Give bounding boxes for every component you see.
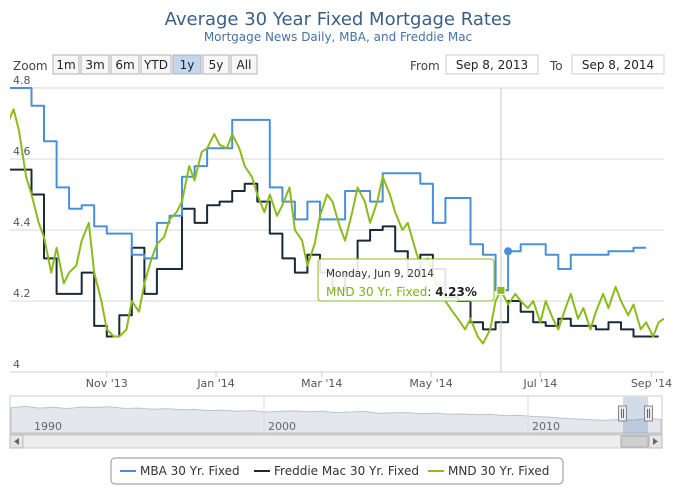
legend-item-freddie-mac-30-yr-fixed[interactable]: Freddie Mac 30 Yr. Fixed [254, 464, 419, 478]
x-tick-label: Sep '14 [631, 377, 672, 390]
x-tick-label: Jan '14 [196, 377, 234, 390]
navigator-handle-left[interactable] [618, 405, 627, 422]
zoom-button-label: YTD [143, 58, 168, 72]
x-tick-label: Mar '14 [301, 377, 342, 390]
tooltip: Monday, Jun 9, 2014 MND 30 Yr. Fixed: 4.… [317, 258, 495, 302]
y-tick-label: 4.8 [13, 74, 31, 87]
y-tick-label: 4.2 [13, 287, 31, 300]
x-axis: Nov '13 Jan '14 Mar '14 May '14 Jul '14 Sep '… [86, 372, 672, 390]
range-to-value: Sep 8, 2014 [582, 58, 654, 72]
hover-marker-mnd [496, 285, 506, 295]
navigator-year-label: 2000 [268, 420, 296, 433]
legend-item-mba-30-yr-fixed[interactable]: MBA 30 Yr. Fixed [120, 464, 240, 478]
legend: MBA 30 Yr. Fixed Freddie Mac 30 Yr. Fixed… [110, 457, 564, 485]
zoom-button-1y[interactable]: 1y [172, 54, 202, 75]
range-to-input[interactable]: Sep 8, 2014 [571, 54, 665, 75]
scrollbar[interactable] [9, 434, 663, 449]
zoom-button-label: 3m [85, 58, 104, 72]
zoom-button-3m[interactable]: 3m [80, 54, 110, 75]
x-tick-label: May '14 [409, 377, 452, 390]
tooltip-series: MND 30 Yr. Fixed [326, 285, 427, 299]
arrow-left-icon [14, 438, 19, 445]
series-line-mba-30-yr-fixed [10, 87, 647, 292]
tooltip-value: 4.23% [435, 285, 477, 299]
zoom-button-ytd[interactable]: YTD [140, 54, 172, 75]
legend-item-mnd-30-yr-fixed[interactable]: MND 30 Yr. Fixed [428, 464, 549, 478]
svg-text:MND 30 Yr. Fixed: 4.23%: MND 30 Yr. Fixed: 4.23% [326, 285, 477, 299]
legend-label: Freddie Mac 30 Yr. Fixed [274, 464, 419, 478]
legend-label: MND 30 Yr. Fixed [448, 464, 549, 478]
zoom-button-all[interactable]: All [230, 54, 258, 75]
y-tick-label: 4.4 [13, 216, 31, 229]
range-to-label: To [549, 59, 563, 73]
chart-subtitle: Mortgage News Daily, MBA, and Freddie Ma… [204, 30, 472, 44]
tooltip-date: Monday, Jun 9, 2014 [326, 268, 434, 280]
zoom-button-1m[interactable]: 1m [52, 54, 80, 75]
arrow-right-icon [653, 438, 658, 445]
range-from-value: Sep 8, 2013 [456, 58, 528, 72]
zoom-label: Zoom [13, 59, 48, 73]
scroll-left-button[interactable] [9, 434, 24, 449]
hover-marker-mba [504, 247, 513, 256]
x-tick-label: Nov '13 [86, 377, 128, 390]
y-axis: 44.24.44.64.8 [13, 74, 31, 371]
navigator-year-label: 2010 [532, 420, 560, 433]
zoom-button-label: All [237, 58, 252, 72]
range-from-input[interactable]: Sep 8, 2013 [445, 54, 539, 75]
navigator-selection[interactable] [623, 397, 648, 433]
navigator-series [10, 405, 662, 434]
zoom-button-label: 1m [56, 58, 75, 72]
zoom-button-group: 1m 3m 6m YTD 1y 5y All [52, 54, 258, 75]
zoom-button-label: 6m [115, 58, 134, 72]
y-tick-label: 4 [13, 358, 20, 371]
navigator[interactable]: 1990 2000 2010 [9, 395, 663, 435]
zoom-button-label: 1y [180, 58, 195, 72]
x-tick-label: Jul '14 [522, 377, 557, 390]
navigator-handle-right[interactable] [644, 405, 653, 422]
legend-label: MBA 30 Yr. Fixed [140, 464, 240, 478]
series-line-mnd-30-yr-fixed [10, 108, 664, 345]
zoom-button-label: 5y [209, 58, 224, 72]
scroll-right-button[interactable] [648, 434, 663, 449]
scrollbar-thumb[interactable] [620, 435, 649, 448]
navigator-year-label: 1990 [34, 420, 62, 433]
zoom-button-6m[interactable]: 6m [110, 54, 140, 75]
range-from-label: From [410, 59, 440, 73]
zoom-button-5y[interactable]: 5y [202, 54, 230, 75]
chart-title: Average 30 Year Fixed Mortgage Rates [165, 9, 512, 30]
